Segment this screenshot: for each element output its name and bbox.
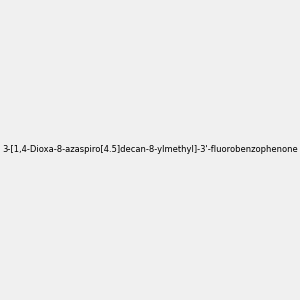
Text: 3-[1,4-Dioxa-8-azaspiro[4.5]decan-8-ylmethyl]-3'-fluorobenzophenone: 3-[1,4-Dioxa-8-azaspiro[4.5]decan-8-ylme…: [2, 146, 298, 154]
